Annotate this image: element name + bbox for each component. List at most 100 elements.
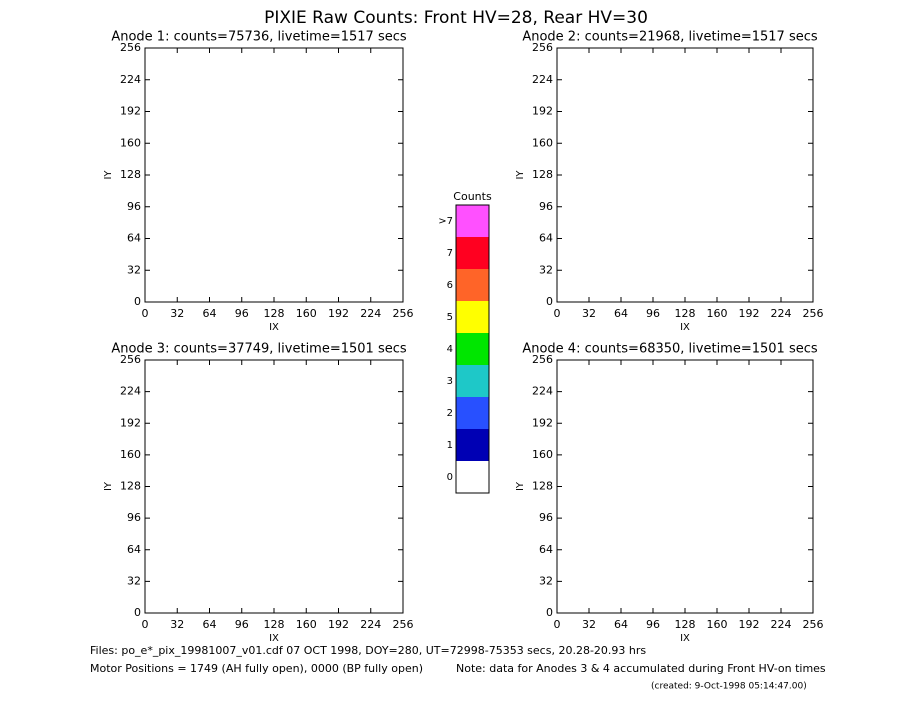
colorbar-swatch — [456, 397, 489, 429]
x-tick-label: 256 — [393, 307, 414, 320]
x-tick-label: 0 — [554, 307, 561, 320]
x-axis-label: IX — [269, 633, 279, 644]
x-tick-label: 192 — [739, 307, 760, 320]
colorbar-swatch — [456, 301, 489, 333]
y-tick-label: 160 — [532, 136, 553, 149]
colorbar-label: 1 — [447, 440, 453, 451]
y-axis-label: IY — [515, 481, 526, 491]
y-tick-label: 0 — [546, 295, 553, 308]
x-tick-label: 32 — [170, 307, 184, 320]
x-tick-label: 96 — [646, 618, 660, 631]
plot-area — [556, 47, 814, 303]
y-tick-label: 224 — [120, 73, 141, 86]
x-tick-label: 256 — [393, 618, 414, 631]
x-tick-label: 192 — [328, 618, 349, 631]
x-tick-label: 96 — [235, 307, 249, 320]
colorbar-label: 5 — [447, 312, 453, 323]
plot-area — [556, 359, 814, 614]
y-tick-label: 0 — [134, 295, 141, 308]
footer-files: Files: po_e*_pix_19981007_v01.cdf 07 OCT… — [90, 644, 646, 657]
x-tick-label: 32 — [582, 618, 596, 631]
x-tick-label: 256 — [803, 307, 824, 320]
x-tick-label: 224 — [771, 307, 792, 320]
x-tick-label: 0 — [142, 307, 149, 320]
x-tick-label: 64 — [203, 307, 217, 320]
y-tick-label: 128 — [120, 480, 141, 493]
y-tick-label: 128 — [532, 168, 553, 181]
colorbar-swatch — [456, 461, 489, 493]
y-tick-label: 64 — [127, 543, 141, 556]
y-tick-label: 0 — [134, 606, 141, 619]
y-tick-label: 128 — [120, 168, 141, 181]
y-tick-label: 96 — [539, 200, 553, 213]
x-tick-label: 0 — [554, 618, 561, 631]
colorbar-frame — [455, 204, 490, 494]
y-tick-label: 64 — [539, 232, 553, 245]
footer-note: Note: data for Anodes 3 & 4 accumulated … — [456, 662, 826, 675]
y-tick-label: 0 — [546, 606, 553, 619]
panel-title: Anode 1: counts=75736, livetime=1517 sec… — [111, 30, 407, 45]
colorbar-label: 2 — [447, 408, 453, 419]
y-tick-label: 32 — [127, 574, 141, 587]
footer-motor: Motor Positions = 1749 (AH fully open), … — [90, 662, 423, 675]
y-tick-label: 224 — [532, 73, 553, 86]
y-tick-label: 256 — [120, 353, 141, 366]
page-title: PIXIE Raw Counts: Front HV=28, Rear HV=3… — [264, 8, 648, 28]
x-tick-label: 64 — [614, 618, 628, 631]
x-tick-label: 128 — [264, 307, 285, 320]
y-tick-label: 192 — [532, 105, 553, 118]
y-tick-label: 192 — [120, 416, 141, 429]
x-tick-label: 160 — [296, 307, 317, 320]
y-tick-label: 192 — [120, 105, 141, 118]
y-tick-label: 224 — [532, 385, 553, 398]
x-tick-label: 96 — [646, 307, 660, 320]
x-tick-label: 160 — [707, 307, 728, 320]
y-tick-label: 160 — [532, 448, 553, 461]
colorbar-swatch — [456, 333, 489, 365]
colorbar-swatch — [456, 205, 489, 237]
y-tick-label: 64 — [127, 232, 141, 245]
colorbar-label: 0 — [447, 472, 453, 483]
y-tick-label: 256 — [532, 353, 553, 366]
plot-area — [144, 359, 404, 614]
x-tick-label: 224 — [360, 618, 381, 631]
panel-title: Anode 4: counts=68350, livetime=1501 sec… — [522, 342, 818, 357]
y-tick-label: 32 — [539, 263, 553, 276]
y-tick-label: 32 — [127, 263, 141, 276]
x-tick-label: 128 — [264, 618, 285, 631]
colorbar-label: >7 — [438, 216, 453, 227]
x-tick-label: 64 — [203, 618, 217, 631]
x-axis-label: IX — [269, 322, 279, 333]
y-tick-label: 32 — [539, 574, 553, 587]
footer-created: (created: 9-Oct-1998 05:14:47.00) — [651, 682, 807, 692]
colorbar-label: 7 — [447, 248, 453, 259]
x-tick-label: 192 — [328, 307, 349, 320]
x-axis-label: IX — [680, 322, 690, 333]
x-tick-label: 128 — [675, 618, 696, 631]
x-tick-label: 64 — [614, 307, 628, 320]
x-axis-label: IX — [680, 633, 690, 644]
plot-area — [144, 47, 404, 303]
y-tick-label: 160 — [120, 136, 141, 149]
x-tick-label: 32 — [582, 307, 596, 320]
x-tick-label: 0 — [142, 618, 149, 631]
y-tick-label: 64 — [539, 543, 553, 556]
colorbar-label: 4 — [447, 344, 453, 355]
x-tick-label: 192 — [739, 618, 760, 631]
panel-title: Anode 2: counts=21968, livetime=1517 sec… — [522, 30, 818, 45]
x-tick-label: 160 — [296, 618, 317, 631]
y-axis-label: IY — [515, 170, 526, 180]
x-tick-label: 96 — [235, 618, 249, 631]
y-tick-label: 256 — [532, 41, 553, 54]
x-tick-label: 256 — [803, 618, 824, 631]
x-tick-label: 224 — [771, 618, 792, 631]
colorbar-swatch — [456, 269, 489, 301]
y-tick-label: 96 — [127, 200, 141, 213]
colorbar-swatch — [456, 237, 489, 269]
x-tick-label: 224 — [360, 307, 381, 320]
y-tick-label: 224 — [120, 385, 141, 398]
colorbar-swatch — [456, 429, 489, 461]
x-tick-label: 128 — [675, 307, 696, 320]
y-tick-label: 192 — [532, 416, 553, 429]
